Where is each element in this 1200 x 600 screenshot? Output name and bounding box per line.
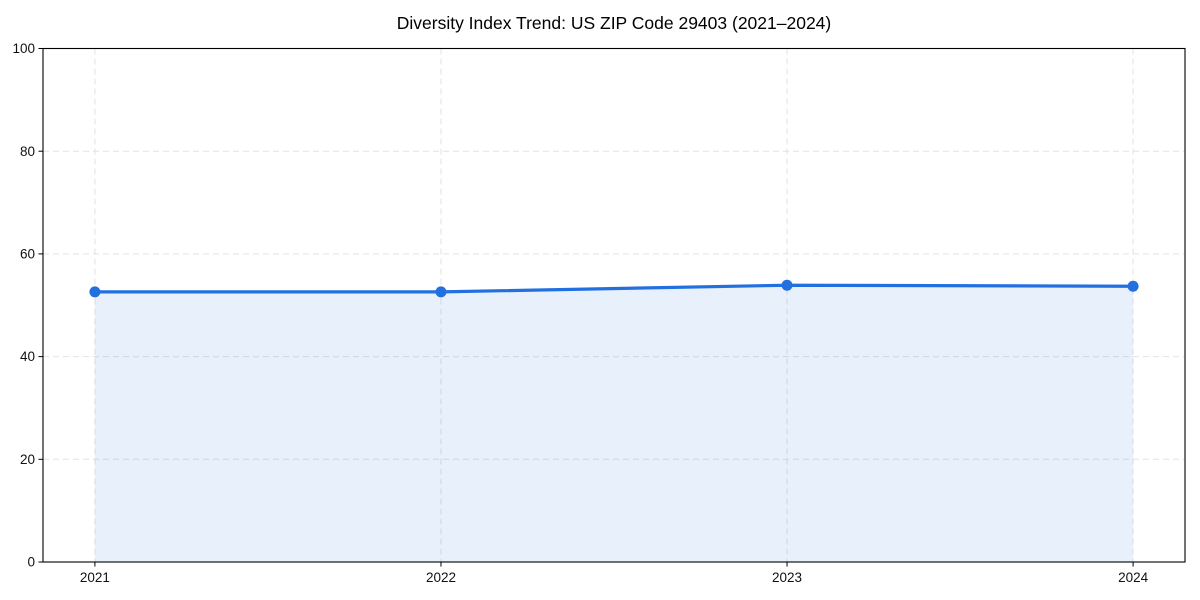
chart-title: Diversity Index Trend: US ZIP Code 29403…	[397, 13, 832, 33]
area-fill	[94, 285, 1134, 562]
data-point-marker	[89, 286, 101, 298]
x-tick-label: 2024	[1118, 570, 1149, 585]
y-tick-label: 60	[20, 246, 35, 261]
y-tick-label: 0	[27, 555, 35, 570]
data-point-marker	[435, 286, 447, 298]
data-point-marker	[781, 279, 793, 291]
x-tick-label: 2021	[80, 570, 110, 585]
y-tick-label: 80	[20, 144, 35, 159]
y-tick-label: 100	[12, 41, 35, 56]
axes-border	[42, 47, 1186, 563]
trend-line	[93, 283, 1135, 294]
x-tick-label: 2022	[426, 570, 456, 585]
x-tick-label: 2023	[772, 570, 802, 585]
plot-area: 0 20 40 60 80 100 2021 2022 2023 2024	[12, 41, 1186, 585]
y-tick-label: 20	[20, 452, 35, 467]
y-tick-label: 40	[20, 349, 35, 364]
data-point-marker	[1127, 280, 1139, 292]
